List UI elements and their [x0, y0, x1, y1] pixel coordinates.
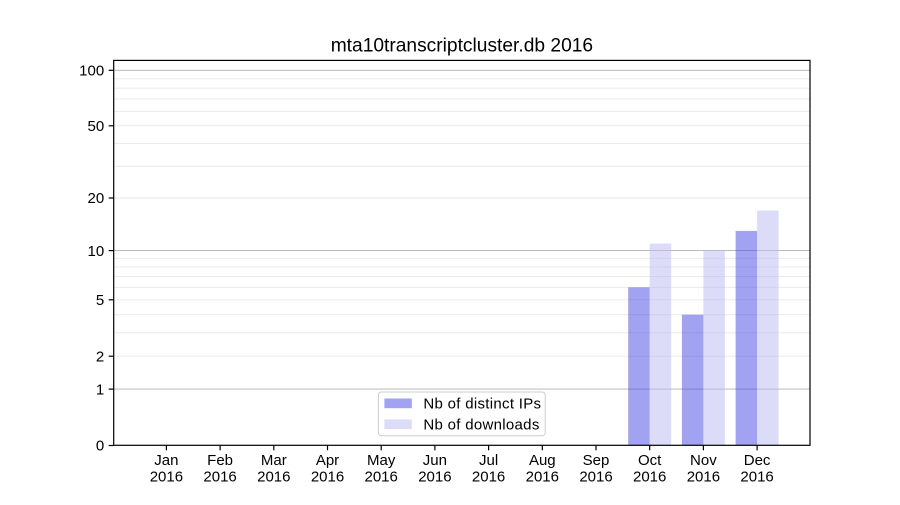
svg-text:Nov: Nov — [690, 452, 717, 469]
svg-text:100: 100 — [79, 63, 104, 80]
svg-text:1: 1 — [96, 381, 104, 398]
svg-text:2016: 2016 — [740, 469, 773, 486]
svg-text:Feb: Feb — [207, 452, 233, 469]
svg-text:Oct: Oct — [638, 452, 662, 469]
svg-text:Jul: Jul — [479, 452, 498, 469]
svg-text:2: 2 — [96, 348, 104, 365]
svg-text:50: 50 — [88, 118, 105, 135]
svg-text:Nb of distinct IPs: Nb of distinct IPs — [423, 396, 541, 413]
svg-text:2016: 2016 — [257, 469, 290, 486]
svg-text:Jun: Jun — [423, 452, 447, 469]
svg-text:2016: 2016 — [203, 469, 236, 486]
svg-text:Aug: Aug — [529, 452, 556, 469]
svg-text:mta10transcriptcluster.db 2016: mta10transcriptcluster.db 2016 — [331, 36, 593, 57]
svg-text:Mar: Mar — [261, 452, 287, 469]
svg-text:2016: 2016 — [150, 469, 183, 486]
svg-text:2016: 2016 — [311, 469, 344, 486]
svg-text:Jan: Jan — [154, 452, 178, 469]
svg-text:2016: 2016 — [365, 469, 398, 486]
svg-text:2016: 2016 — [633, 469, 666, 486]
svg-text:Dec: Dec — [744, 452, 771, 469]
svg-text:2016: 2016 — [687, 469, 720, 486]
svg-text:20: 20 — [88, 190, 105, 207]
svg-text:Nb of downloads: Nb of downloads — [423, 417, 539, 434]
svg-text:10: 10 — [88, 243, 105, 260]
svg-text:Sep: Sep — [583, 452, 610, 469]
svg-text:2016: 2016 — [472, 469, 505, 486]
svg-text:Apr: Apr — [316, 452, 339, 469]
svg-text:May: May — [367, 452, 396, 469]
svg-text:2016: 2016 — [526, 469, 559, 486]
svg-text:0: 0 — [96, 438, 104, 455]
svg-text:5: 5 — [96, 292, 104, 309]
svg-text:2016: 2016 — [418, 469, 451, 486]
svg-text:2016: 2016 — [579, 469, 612, 486]
